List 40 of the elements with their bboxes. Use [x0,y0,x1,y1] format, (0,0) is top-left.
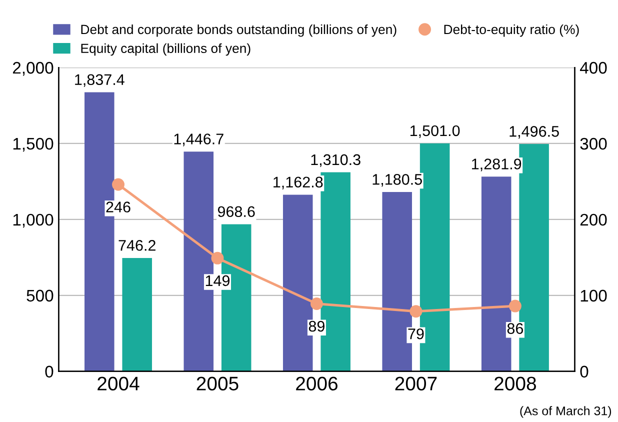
data-label: 1,180.5 [372,174,422,187]
x-tick-label: 2004 [98,376,140,391]
data-label: 1,446.7 [174,134,224,146]
y-tick-label: 0 [45,366,54,378]
y2-tick-label: 400 [580,62,607,74]
text: (As of March 31) [520,406,612,418]
x-tick-label: 2007 [395,376,437,391]
point [310,298,323,310]
y2-tick-label: 0 [580,366,588,378]
data-label: 149 [206,275,230,286]
y2-tick-label: 100 [580,290,607,302]
data-label: 968.6 [218,206,255,218]
data-label: 246 [106,202,130,212]
point [410,305,422,318]
x-tick-label: 2006 [296,376,338,391]
bar [122,258,152,372]
y-tick-label: 500 [26,290,54,302]
x-tick-label: 2008 [494,376,536,391]
data-label: 1,501.0 [410,125,460,138]
data-label: 89 [308,320,324,332]
legend-label: Equity capital (billions of yen) [81,43,250,56]
data-label: 1,310.3 [311,154,360,167]
x-tick-label: 2005 [196,376,238,391]
y2-tick-label: 300 [580,138,607,150]
data-label: 1,837.4 [75,74,124,87]
data-label: 1,162.8 [274,176,323,190]
data-label: 79 [408,328,424,340]
legend-label: Debt and corporate bonds outstanding (billions of yen) [81,24,396,37]
data-label: 1,496.5 [510,126,559,139]
point [211,252,224,264]
y-tick-label: 1,000 [13,214,54,228]
point [508,300,522,312]
y-tick-label: 2,000 [12,62,54,76]
point [112,178,125,191]
y2-tick-label: 200 [580,214,607,226]
data-label: 1,281.9 [472,158,522,172]
legend-label: Debt-to-equity ratio (%) [444,24,579,37]
data-label: 746.2 [118,240,156,251]
data-label: 86 [507,323,524,334]
y-tick-label: 1,500 [13,138,54,152]
